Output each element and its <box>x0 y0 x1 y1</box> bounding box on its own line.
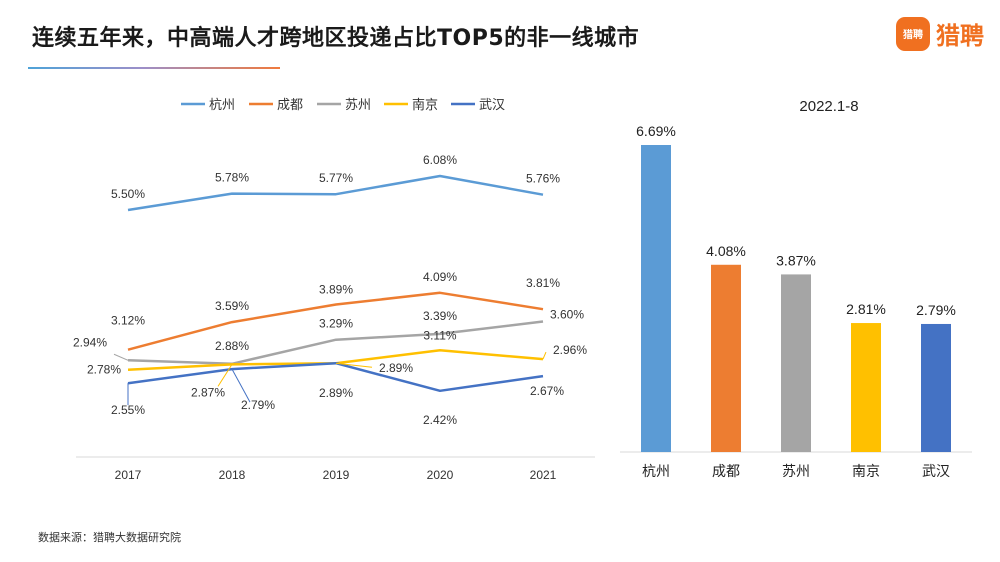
data-label-4-3: 2.42% <box>423 413 457 427</box>
data-label-leader-3-2 <box>335 362 373 368</box>
series-line-1 <box>127 291 544 351</box>
page-title: 连续五年来，中高端人才跨地区投递占比TOP5的非一线城市 <box>32 26 640 51</box>
legend-label-2: 苏州 <box>345 97 371 113</box>
data-label-3-3: 3.11% <box>423 328 456 342</box>
data-label-leader-3-4 <box>542 351 547 360</box>
data-label-3-2: 2.89% <box>379 361 413 375</box>
data-label-3-1: 2.87% <box>191 385 225 399</box>
bar-value-label-4: 2.79% <box>916 302 956 318</box>
data-label-2-2: 3.29% <box>319 317 353 331</box>
bar-category-label-2: 苏州 <box>782 464 810 480</box>
legend-label-1: 成都 <box>277 98 303 113</box>
bar-4 <box>921 323 951 452</box>
data-label-1-3: 4.09% <box>423 270 457 284</box>
legend-label-4: 武汉 <box>479 98 505 113</box>
data-label-4-2: 2.89% <box>319 386 353 400</box>
bar-value-label-1: 4.08% <box>706 243 746 259</box>
data-label-2-0: 2.94% <box>73 335 107 349</box>
bar-value-label-2: 3.87% <box>776 252 816 268</box>
bar-2 <box>781 274 811 452</box>
bar-value-label-0: 6.69% <box>636 123 676 139</box>
data-label-3-0: 2.78% <box>87 363 121 377</box>
data-label-4-0: 2.55% <box>111 403 145 417</box>
legend-label-0: 杭州 <box>209 98 235 113</box>
bar-category-label-1: 成都 <box>712 464 740 480</box>
x-tick-label-2: 2019 <box>323 468 350 482</box>
logo-text: 猎聘 <box>936 22 984 50</box>
bar-chart-title: 2022.1-8 <box>799 98 858 115</box>
data-label-4-1: 2.79% <box>241 398 275 412</box>
data-label-leader-2-0 <box>113 353 129 361</box>
data-label-1-4: 3.81% <box>526 276 560 290</box>
data-label-2-3: 3.39% <box>423 309 457 323</box>
data-label-1-1: 3.59% <box>215 299 249 313</box>
bar-value-label-3: 2.81% <box>846 301 886 317</box>
bar-0 <box>641 145 671 452</box>
data-label-1-0: 3.12% <box>111 314 145 328</box>
data-label-0-1: 5.78% <box>215 171 249 185</box>
logo-badge-icon: 猎聘 <box>896 16 930 51</box>
series-line-2 <box>127 320 544 366</box>
data-label-2-4: 3.60% <box>550 308 584 322</box>
series-line-4 <box>127 361 544 393</box>
data-label-0-4: 5.76% <box>526 172 560 186</box>
title-underline <box>28 67 280 69</box>
data-label-2-1: 2.88% <box>215 339 249 353</box>
x-tick-label-4: 2021 <box>530 468 557 482</box>
bar-category-label-3: 南京 <box>852 464 880 480</box>
x-tick-label-0: 2017 <box>115 468 142 482</box>
data-label-4-4: 2.67% <box>530 384 564 398</box>
x-tick-label-1: 2018 <box>219 468 246 482</box>
bar-category-label-0: 杭州 <box>642 464 670 480</box>
bar-3 <box>851 323 881 452</box>
data-label-0-2: 5.77% <box>319 171 353 185</box>
brand-logo: 猎聘 猎聘 <box>896 16 984 51</box>
bar-1 <box>711 264 741 452</box>
series-line-3 <box>127 349 544 371</box>
data-source: 数据来源：猎聘大数据研究院 <box>38 531 181 544</box>
bar-category-label-4: 武汉 <box>922 464 950 480</box>
data-label-0-3: 6.08% <box>423 153 457 167</box>
legend-label-3: 南京 <box>412 97 438 113</box>
data-label-0-0: 5.50% <box>111 187 145 201</box>
x-tick-label-3: 2020 <box>427 468 454 482</box>
data-label-3-4: 2.96% <box>553 343 587 357</box>
data-label-leader-4-1 <box>231 368 251 403</box>
data-label-leader-3-1 <box>217 364 233 387</box>
data-label-1-2: 3.89% <box>319 283 353 297</box>
series-line-0 <box>127 174 544 212</box>
